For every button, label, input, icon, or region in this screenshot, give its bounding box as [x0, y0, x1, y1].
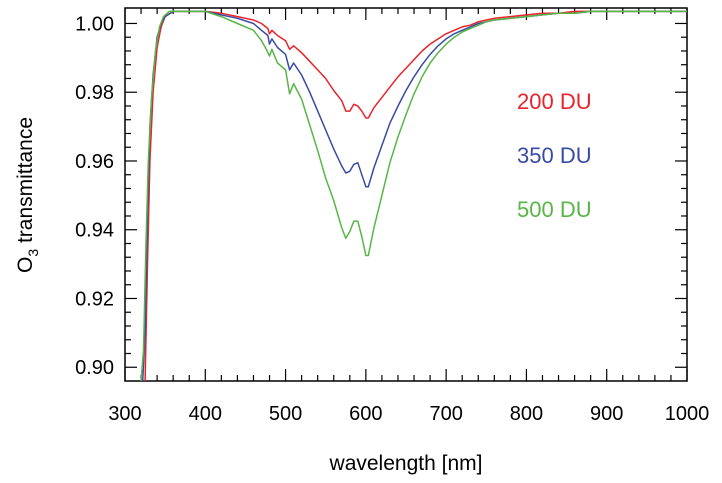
y-axis-title-subscript: 3 — [25, 249, 41, 257]
legend-label-350-du: 350 DU — [517, 143, 592, 168]
series-lines — [140, 10, 687, 381]
x-tick-label: 800 — [510, 403, 543, 425]
x-tick-label: 500 — [269, 403, 302, 425]
legend-label-500-du: 500 DU — [517, 197, 592, 222]
y-tick-label: 0.90 — [75, 357, 114, 379]
axis-ticks — [124, 8, 688, 381]
x-tick-label: 1000 — [665, 403, 710, 425]
series-line-200-du — [144, 10, 687, 381]
y-axis-title: O3 transmittance — [14, 117, 41, 273]
series-line-500-du — [140, 10, 687, 381]
x-tick-labels: 300 400 500 600 700 800 900 1000 — [108, 403, 709, 425]
x-tick-label: 400 — [189, 403, 222, 425]
y-axis-title-rest: transmittance — [14, 117, 37, 249]
x-tick-label: 900 — [590, 403, 623, 425]
x-tick-label: 300 — [108, 403, 141, 425]
x-axis-title: wavelength [nm] — [329, 452, 483, 475]
y-tick-label: 0.98 — [75, 82, 114, 104]
y-tick-label: 0.94 — [75, 220, 114, 242]
series-line-350-du — [141, 10, 687, 381]
y-tick-labels: 0.90 0.92 0.94 0.96 0.98 1.00 — [75, 13, 114, 379]
x-tick-label: 600 — [349, 403, 382, 425]
plot-frame — [124, 7, 688, 382]
y-tick-label: 1.00 — [75, 13, 114, 35]
legend-label-200-du: 200 DU — [517, 89, 592, 114]
y-tick-label: 0.96 — [75, 151, 114, 173]
y-tick-label: 0.92 — [75, 288, 114, 310]
y-axis-title-main: O — [14, 257, 37, 273]
x-tick-label: 700 — [429, 403, 462, 425]
